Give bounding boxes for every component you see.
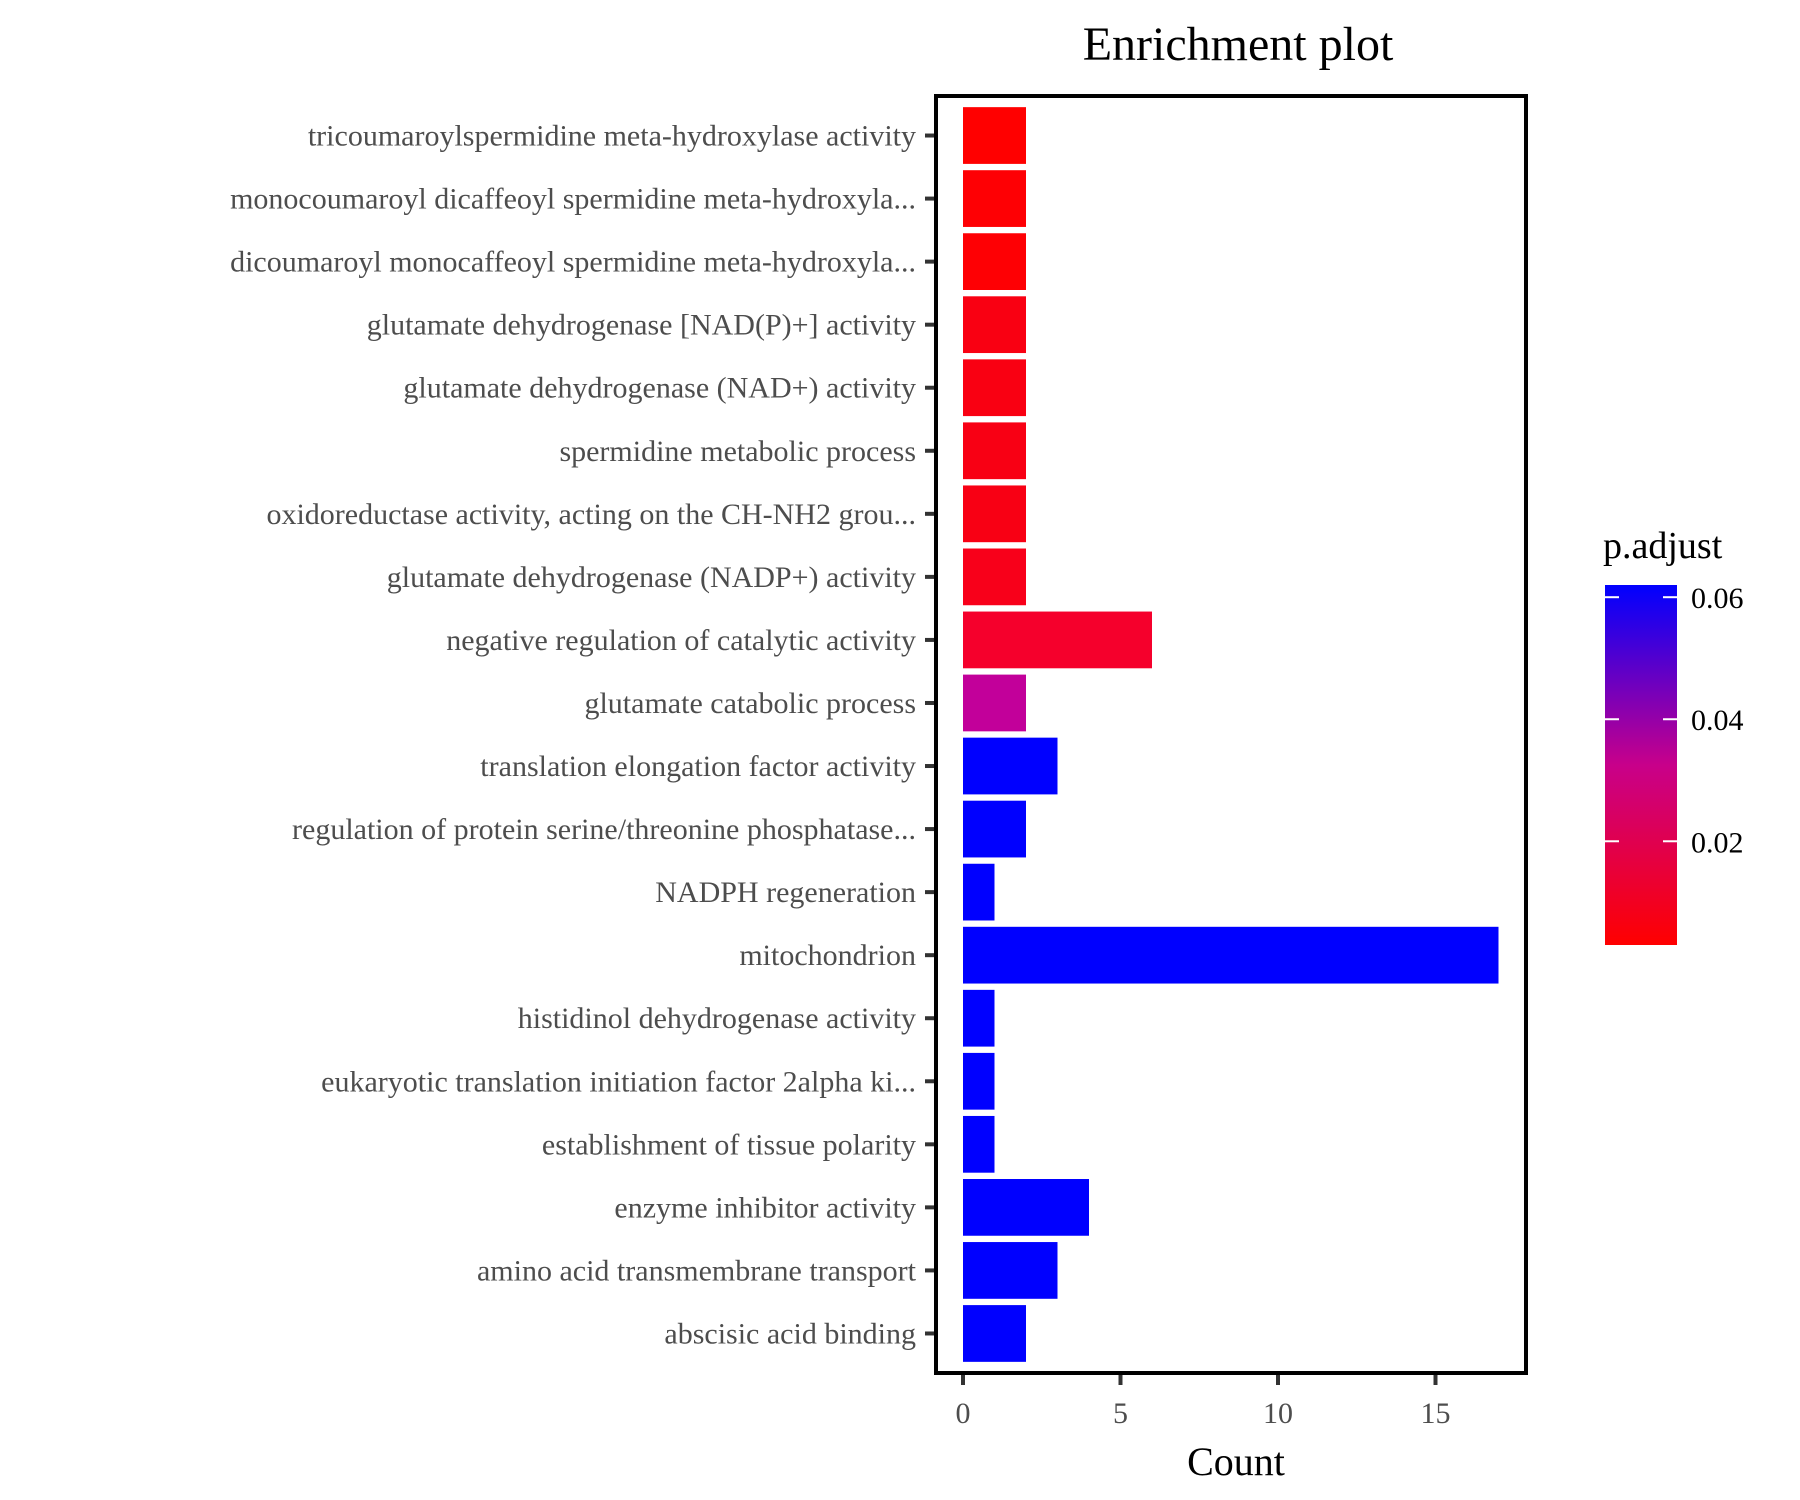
y-tick-label: translation elongation factor activity xyxy=(480,750,916,783)
bar xyxy=(963,1179,1089,1236)
y-tick-label: glutamate dehydrogenase (NAD+) activity xyxy=(403,372,916,405)
y-tick-label: spermidine metabolic process xyxy=(559,435,916,468)
y-tick-label: NADPH regeneration xyxy=(655,876,916,909)
panel-border xyxy=(934,94,1528,1375)
y-tick-label: negative regulation of catalytic activit… xyxy=(446,624,916,657)
y-tick-label: dicoumaroyl monocaffeoyl spermidine meta… xyxy=(230,246,916,279)
bar xyxy=(963,1115,995,1173)
bar xyxy=(963,926,1499,984)
bar xyxy=(963,800,1026,858)
bar xyxy=(963,548,1026,606)
bar xyxy=(963,674,1026,732)
x-tick-label: 0 xyxy=(956,1397,971,1430)
bar xyxy=(963,863,995,921)
x-axis: 0 5 10 15 xyxy=(956,1375,1451,1430)
bar xyxy=(963,989,995,1047)
y-tick-label: establishment of tissue polarity xyxy=(542,1128,916,1161)
y-tick-label: tricoumaroylspermidine meta-hydroxylase … xyxy=(308,120,916,153)
y-tick-label: oxidoreductase activity, acting on the C… xyxy=(266,498,916,531)
colorbar xyxy=(1605,585,1677,945)
x-tick-label: 15 xyxy=(1421,1397,1451,1430)
legend-tick-label: 0.02 xyxy=(1691,826,1744,859)
y-tick-label: monocoumaroyl dicaffeoyl spermidine meta… xyxy=(230,183,916,216)
y-tick-label: histidinol dehydrogenase activity xyxy=(518,1002,916,1035)
y-axis-labels: tricoumaroylspermidine meta-hydroxylase … xyxy=(230,120,934,1350)
bar xyxy=(963,422,1026,480)
x-axis-title: Count xyxy=(1187,1439,1285,1484)
y-tick-label: regulation of protein serine/threonine p… xyxy=(292,813,916,846)
bars-group xyxy=(963,107,1499,1362)
bar xyxy=(963,485,1026,543)
x-tick-label: 10 xyxy=(1263,1397,1293,1430)
legend-tick-label: 0.06 xyxy=(1691,582,1744,615)
x-tick-label: 5 xyxy=(1113,1397,1128,1430)
y-tick-label: mitochondrion xyxy=(739,939,916,972)
y-tick-label: enzyme inhibitor activity xyxy=(614,1191,916,1224)
bar xyxy=(963,359,1026,417)
bar xyxy=(963,233,1026,290)
chart-title: Enrichment plot xyxy=(1083,18,1394,71)
bar xyxy=(963,611,1152,669)
bar xyxy=(963,1242,1058,1299)
bar xyxy=(963,1305,1026,1362)
y-tick-label: amino acid transmembrane transport xyxy=(477,1254,917,1287)
y-tick-label: glutamate dehydrogenase [NAD(P)+] activi… xyxy=(367,309,916,342)
y-tick-label: eukaryotic translation initiation factor… xyxy=(321,1065,916,1098)
y-tick-label: glutamate dehydrogenase (NADP+) activity xyxy=(387,561,916,594)
y-tick-label: abscisic acid binding xyxy=(664,1317,916,1350)
legend-title: p.adjust xyxy=(1603,525,1723,567)
bar xyxy=(963,107,1026,164)
bar xyxy=(963,296,1026,354)
colorbar-legend: p.adjust 0.02 0.04 0.06 xyxy=(1603,525,1744,945)
y-tick-label: glutamate catabolic process xyxy=(584,687,916,720)
bar xyxy=(963,170,1026,227)
bar xyxy=(963,1052,995,1110)
bar xyxy=(963,737,1058,795)
legend-tick-label: 0.04 xyxy=(1691,704,1744,737)
